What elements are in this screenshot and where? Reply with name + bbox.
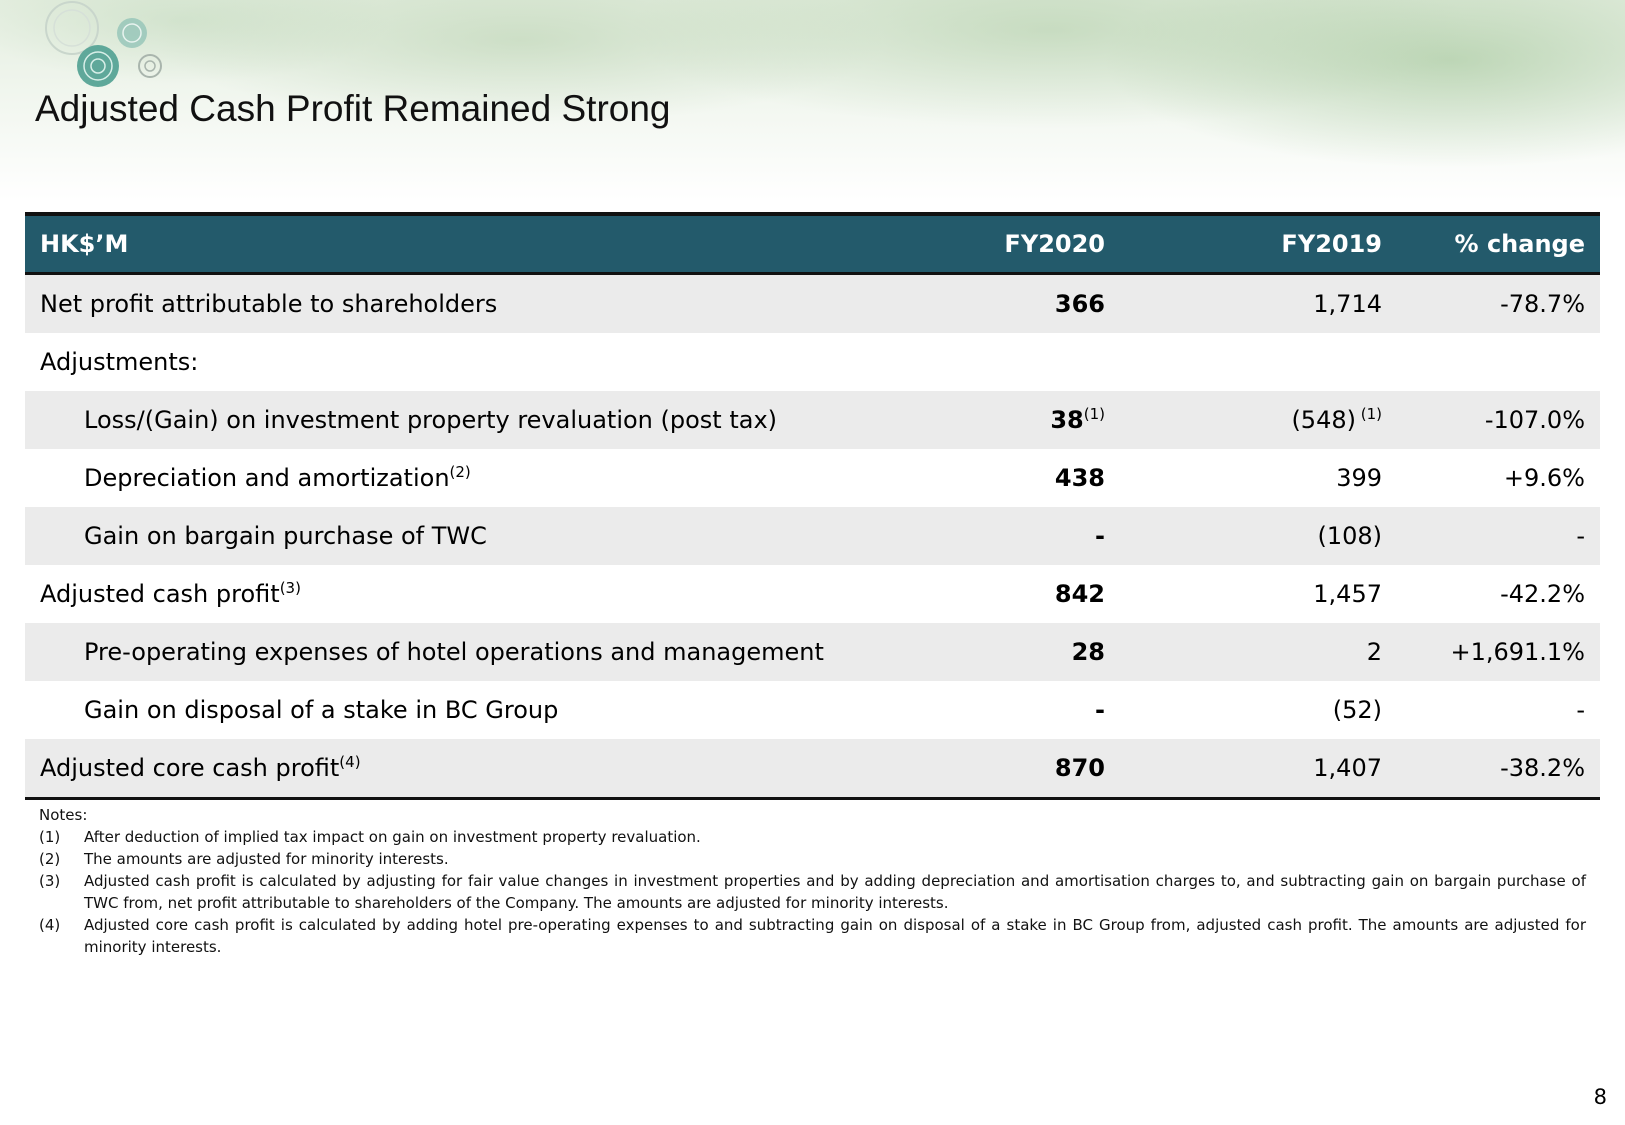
footnote-item: (2) The amounts are adjusted for minorit… bbox=[39, 848, 1586, 870]
footnote-marker: (2) bbox=[449, 463, 471, 481]
footnote-number: (3) bbox=[39, 872, 61, 890]
table-row: Pre-operating expenses of hotel operatio… bbox=[25, 623, 1600, 681]
fy2020-value: 38(1) bbox=[880, 391, 1120, 449]
fy2020-value: - bbox=[880, 507, 1120, 565]
cash-profit-table: HK$’M FY2020 FY2019 % change Net profit … bbox=[25, 212, 1600, 800]
footnote-text: The amounts are adjusted for minority in… bbox=[84, 850, 449, 868]
footnote-number: (1) bbox=[39, 828, 61, 846]
change-value: - bbox=[1576, 696, 1585, 724]
column-header-currency: HK$’M bbox=[25, 212, 880, 275]
fy2019-value: 399 bbox=[1336, 464, 1382, 492]
footnote-text: After deduction of implied tax impact on… bbox=[84, 828, 701, 846]
fy2020-value: 438 bbox=[1054, 464, 1105, 492]
fy2020-value: 870 bbox=[880, 739, 1120, 800]
fy2020-value: 842 bbox=[1054, 580, 1105, 608]
table-row: Adjusted cash profit(3) 842 1,457 -42.2% bbox=[25, 565, 1600, 623]
change-value: -42.2% bbox=[1500, 580, 1585, 608]
fy2020-value: - bbox=[1095, 696, 1105, 724]
tree-circles-logo bbox=[45, 1, 162, 87]
footnote-item: (4) Adjusted core cash profit is calcula… bbox=[39, 914, 1586, 958]
fy2019-value bbox=[1120, 333, 1397, 391]
fy2019-value: (548) (1) bbox=[1120, 391, 1397, 449]
column-header-fy2020: FY2020 bbox=[880, 212, 1120, 275]
change-value: -107.0% bbox=[1397, 391, 1600, 449]
footnotes: Notes: (1) After deduction of implied ta… bbox=[39, 804, 1586, 958]
fy2020-value bbox=[880, 333, 1120, 391]
table-row: Adjusted core cash profit(4) 870 1,407 -… bbox=[25, 739, 1600, 800]
change-value bbox=[1397, 333, 1600, 391]
table-row: Gain on disposal of a stake in BC Group … bbox=[25, 681, 1600, 739]
row-label: Adjusted core cash profit(4) bbox=[25, 739, 880, 800]
fy2019-value: 2 bbox=[1120, 623, 1397, 681]
table-row: Adjustments: bbox=[25, 333, 1600, 391]
row-label: Pre-operating expenses of hotel operatio… bbox=[25, 623, 880, 681]
change-value: -78.7% bbox=[1397, 273, 1600, 333]
fy2019-value: 1,407 bbox=[1120, 739, 1397, 800]
footnote-item: (3) Adjusted cash profit is calculated b… bbox=[39, 870, 1586, 914]
fy2020-value: 366 bbox=[880, 273, 1120, 333]
row-label: Depreciation and amortization(2) bbox=[84, 463, 471, 492]
footnote-marker: (3) bbox=[279, 579, 301, 597]
column-header-change: % change bbox=[1397, 212, 1600, 275]
table-row: Gain on bargain purchase of TWC - (108) … bbox=[25, 507, 1600, 565]
background-foliage-image bbox=[0, 0, 1625, 200]
table-row: Depreciation and amortization(2) 438 399… bbox=[25, 449, 1600, 507]
table-header-row: HK$’M FY2020 FY2019 % change bbox=[25, 212, 1600, 275]
table-row: Net profit attributable to shareholders … bbox=[25, 273, 1600, 333]
fy2020-value: 28 bbox=[880, 623, 1120, 681]
footnote-marker: (1) bbox=[1355, 405, 1382, 423]
fy2019-value: 1,457 bbox=[1313, 580, 1382, 608]
change-value: -38.2% bbox=[1397, 739, 1600, 800]
change-value: +1,691.1% bbox=[1397, 623, 1600, 681]
footnote-marker: (4) bbox=[339, 753, 361, 771]
table-row: Loss/(Gain) on investment property reval… bbox=[25, 391, 1600, 449]
fy2019-value: (108) bbox=[1120, 507, 1397, 565]
row-label: Adjustments: bbox=[40, 348, 199, 376]
footnote-number: (4) bbox=[39, 916, 61, 934]
row-label: Gain on bargain purchase of TWC bbox=[25, 507, 880, 565]
footnote-number: (2) bbox=[39, 850, 61, 868]
row-label: Adjusted cash profit(3) bbox=[40, 579, 301, 608]
fy2019-value: (52) bbox=[1332, 696, 1382, 724]
column-header-fy2019: FY2019 bbox=[1120, 212, 1397, 275]
footnote-text: Adjusted cash profit is calculated by ad… bbox=[84, 872, 1586, 912]
footnote-item: (1) After deduction of implied tax impac… bbox=[39, 826, 1586, 848]
row-label: Net profit attributable to shareholders bbox=[25, 273, 880, 333]
row-label: Loss/(Gain) on investment property reval… bbox=[25, 391, 880, 449]
page-title: Adjusted Cash Profit Remained Strong bbox=[35, 88, 671, 129]
footnote-marker: (1) bbox=[1083, 405, 1105, 423]
row-label: Gain on disposal of a stake in BC Group bbox=[84, 696, 559, 724]
fy2019-value: 1,714 bbox=[1120, 273, 1397, 333]
change-value: - bbox=[1397, 507, 1600, 565]
notes-heading: Notes: bbox=[39, 806, 88, 824]
page-number: 8 bbox=[1593, 1085, 1607, 1109]
change-value: +9.6% bbox=[1503, 464, 1585, 492]
footnote-text: Adjusted core cash profit is calculated … bbox=[84, 916, 1586, 956]
